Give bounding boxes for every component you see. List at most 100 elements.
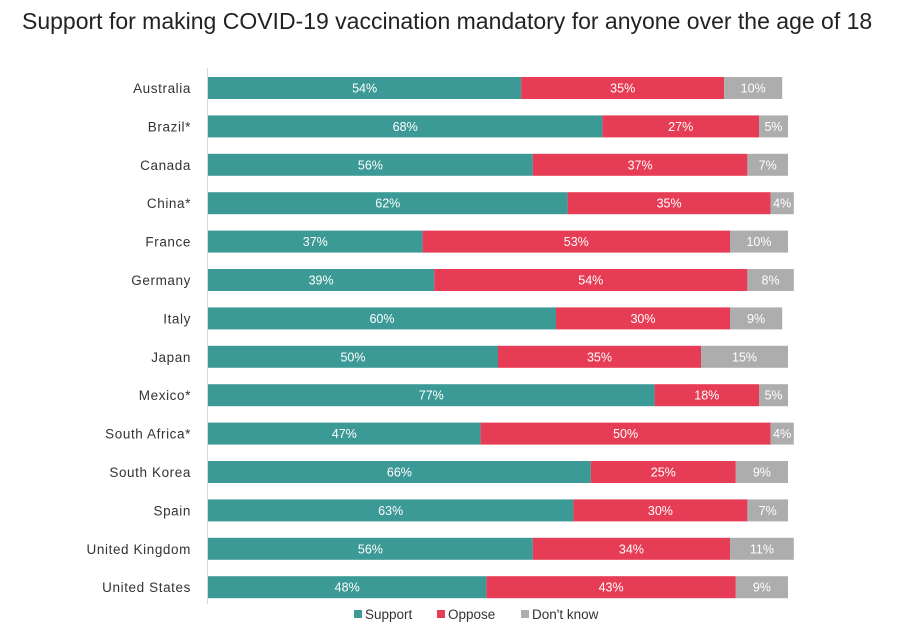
data-label-don-t-know-australia: 10% [741, 82, 766, 96]
bar-oppose-united-states [486, 576, 736, 599]
data-label-don-t-know-south-korea: 9% [753, 466, 771, 480]
bar-don-t-know-italy [730, 307, 783, 330]
data-label-support-germany: 39% [309, 274, 334, 288]
bar-support-italy [208, 307, 556, 330]
bar-oppose-japan [498, 345, 701, 368]
category-label-south-africa: South Africa* [105, 427, 191, 442]
bar-oppose-brazil [602, 115, 759, 138]
data-label-oppose-mexico: 18% [694, 389, 719, 403]
data-label-don-t-know-france: 10% [746, 235, 771, 249]
chart-title: Support for making COVID-19 vaccination … [22, 8, 873, 34]
bar-support-canada [208, 153, 533, 176]
bar-don-t-know-south-africa [770, 422, 794, 445]
bar-support-brazil [208, 115, 603, 138]
bar-oppose-south-africa [480, 422, 771, 445]
data-label-support-canada: 56% [358, 158, 383, 172]
category-label-germany: Germany [131, 273, 191, 288]
bar-oppose-germany [434, 269, 748, 291]
bar-oppose-china [567, 192, 771, 215]
legend-label-don-t-know: Don't know [532, 607, 599, 622]
bar-support-france [208, 230, 423, 253]
bar-oppose-italy [556, 307, 730, 330]
data-label-oppose-spain: 30% [648, 504, 673, 518]
data-label-support-south-korea: 66% [387, 466, 412, 480]
category-label-united-states: United States [102, 580, 191, 595]
legend-label-oppose: Oppose [448, 607, 495, 622]
bar-oppose-canada [532, 153, 748, 176]
data-label-oppose-france: 53% [564, 235, 589, 249]
bar-support-japan [208, 345, 498, 368]
bar-support-australia [208, 77, 522, 99]
data-label-don-t-know-germany: 8% [762, 274, 780, 288]
data-label-don-t-know-china: 4% [773, 197, 791, 211]
data-label-support-united-states: 48% [335, 581, 360, 595]
bar-don-t-know-mexico [759, 384, 788, 407]
category-label-brazil: Brazil* [148, 119, 191, 134]
bar-support-south-africa [208, 422, 481, 445]
bar-support-united-kingdom [208, 537, 533, 560]
bar-don-t-know-south-korea [735, 461, 788, 483]
legend-swatch-don-t-know [521, 610, 529, 618]
category-label-south-korea: South Korea [109, 465, 191, 480]
data-label-support-mexico: 77% [419, 389, 444, 403]
data-label-support-spain: 63% [378, 504, 403, 518]
data-label-oppose-canada: 37% [628, 158, 653, 172]
data-label-don-t-know-italy: 9% [747, 312, 765, 326]
category-label-china: China* [147, 196, 191, 211]
bar-don-t-know-spain [747, 499, 788, 522]
category-label-mexico: Mexico* [139, 388, 191, 403]
data-label-don-t-know-united-kingdom: 11% [750, 542, 774, 556]
category-label-japan: Japan [151, 350, 191, 365]
data-label-support-australia: 54% [352, 82, 377, 96]
bar-support-united-states [208, 576, 487, 599]
data-label-support-brazil: 68% [393, 120, 418, 134]
data-label-don-t-know-mexico: 5% [764, 389, 782, 403]
data-label-support-japan: 50% [340, 350, 365, 364]
bar-don-t-know-japan [701, 345, 788, 368]
data-label-support-france: 37% [303, 235, 328, 249]
category-label-france: France [145, 235, 191, 250]
data-label-don-t-know-canada: 7% [759, 158, 777, 172]
data-label-oppose-germany: 54% [578, 274, 603, 288]
bar-don-t-know-canada [747, 153, 788, 176]
data-label-oppose-south-africa: 50% [613, 427, 638, 441]
category-label-united-kingdom: United Kingdom [87, 542, 191, 557]
data-label-support-united-kingdom: 56% [358, 542, 383, 556]
bar-support-south-korea [208, 461, 591, 483]
data-label-oppose-brazil: 27% [668, 120, 693, 134]
data-label-oppose-italy: 30% [630, 312, 655, 326]
legend: Support Oppose Don't know [354, 607, 599, 622]
bar-don-t-know-germany [747, 269, 794, 291]
bar-oppose-mexico [654, 384, 759, 407]
data-label-oppose-china: 35% [657, 197, 682, 211]
bar-oppose-south-korea [590, 461, 736, 483]
data-label-don-t-know-south-africa: 4% [773, 427, 791, 441]
bar-support-spain [208, 499, 574, 522]
legend-swatch-oppose [437, 610, 445, 618]
bar-oppose-united-kingdom [532, 537, 730, 560]
data-label-don-t-know-japan: 15% [732, 350, 757, 364]
bar-oppose-spain [573, 499, 748, 522]
category-label-canada: Canada [140, 158, 191, 173]
bar-don-t-know-china [770, 192, 794, 215]
data-label-oppose-united-states: 43% [599, 581, 624, 595]
bar-don-t-know-united-states [735, 576, 788, 599]
bar-don-t-know-brazil [759, 115, 788, 138]
data-label-don-t-know-spain: 7% [759, 504, 777, 518]
data-label-support-china: 62% [375, 197, 400, 211]
data-label-oppose-united-kingdom: 34% [619, 542, 644, 556]
bar-support-mexico [208, 384, 655, 407]
data-label-support-south-africa: 47% [332, 427, 357, 441]
bar-don-t-know-australia [724, 77, 783, 99]
data-label-don-t-know-united-states: 9% [753, 581, 771, 595]
data-label-oppose-australia: 35% [610, 82, 635, 96]
bar-oppose-australia [521, 77, 725, 99]
data-label-oppose-japan: 35% [587, 350, 612, 364]
data-label-don-t-know-brazil: 5% [764, 120, 782, 134]
data-label-oppose-south-korea: 25% [651, 466, 676, 480]
bar-don-t-know-france [730, 230, 788, 253]
bar-support-china [208, 192, 568, 215]
bars-layer [208, 77, 794, 599]
plot-axis-line [207, 68, 208, 604]
